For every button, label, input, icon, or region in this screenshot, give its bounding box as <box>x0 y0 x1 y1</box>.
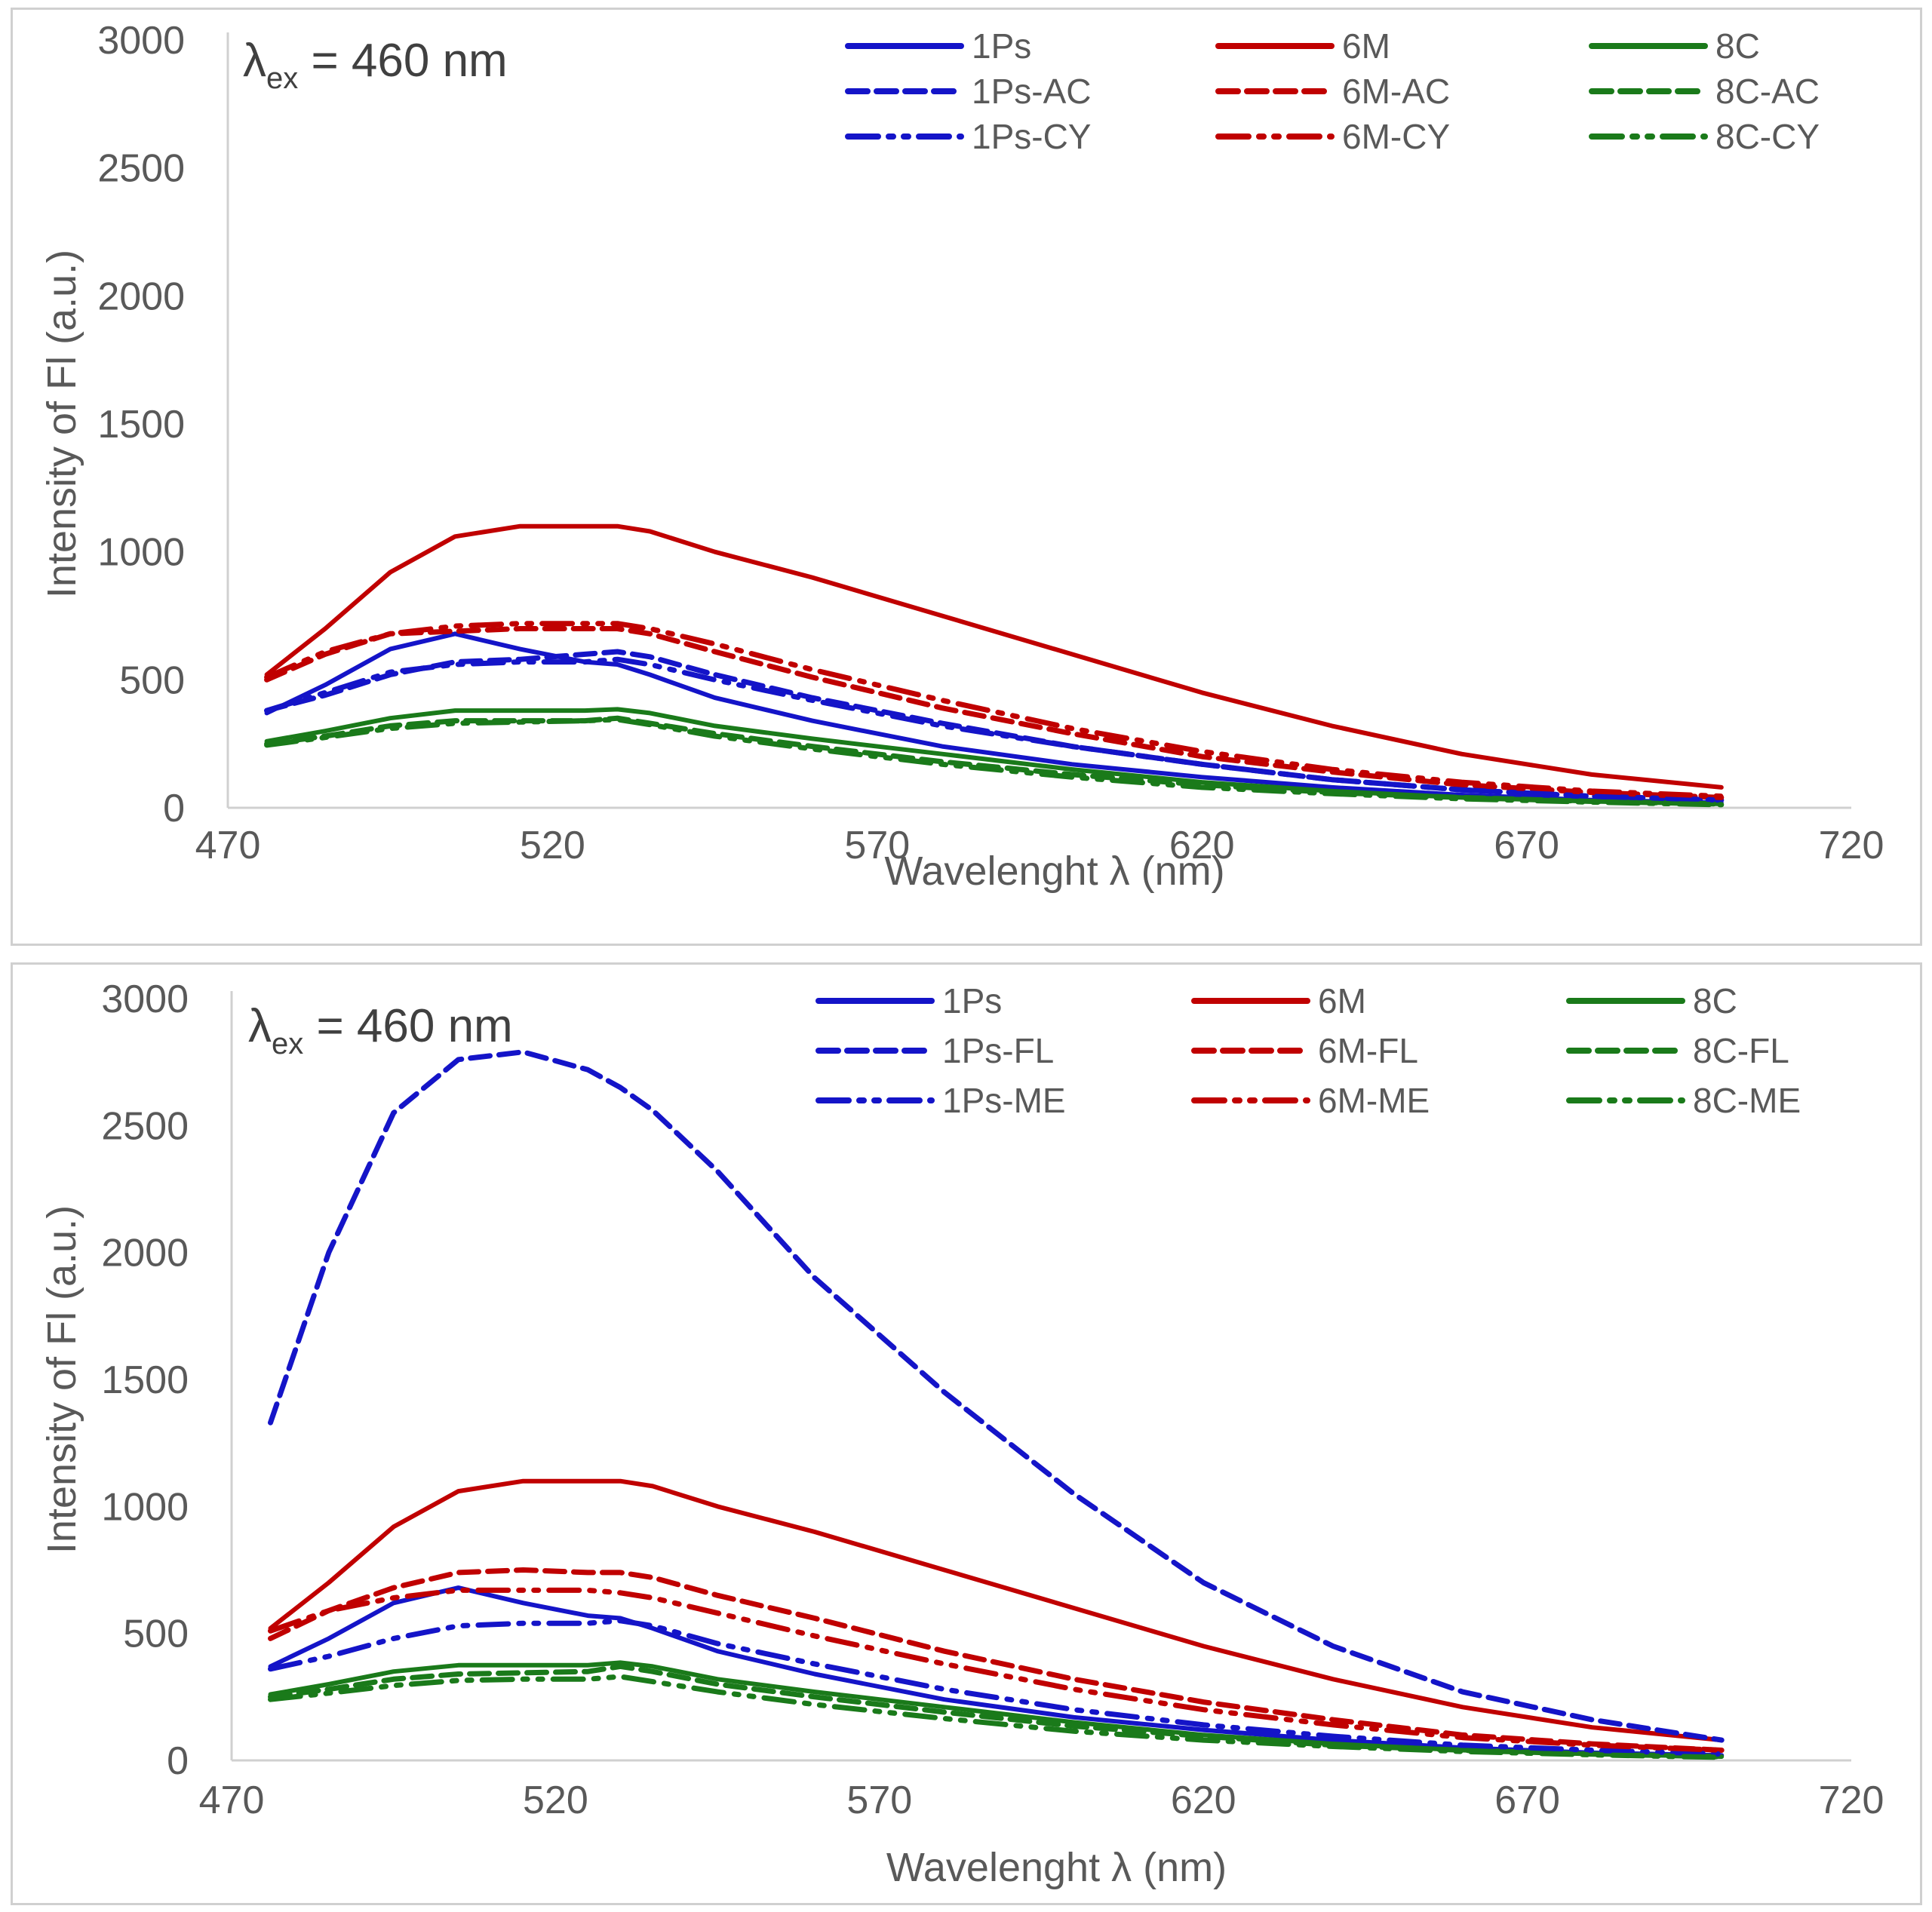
x-tick-label: 520 <box>523 1778 588 1822</box>
legend-item-1ps-cy: 1Ps-CY <box>845 117 1091 156</box>
series-line-6m <box>268 1478 1725 1743</box>
legend-label: 8C-ME <box>1693 1081 1801 1120</box>
series-line-1ps-me <box>268 1618 1725 1757</box>
x-tick-label: 670 <box>1494 824 1559 867</box>
y-tick-label: 1500 <box>101 1358 189 1402</box>
x-axis-title: Wavelenght λ (nm) <box>886 1845 1227 1890</box>
chart-bottom-svg: 0 500 1000 1500 2000 2500 3000 470 520 570 620 670 7… <box>39 977 1884 1890</box>
legend-label: 8C-CY <box>1715 117 1820 156</box>
x-tick-label: 620 <box>1169 824 1235 867</box>
y-tick-label: 2500 <box>97 147 185 191</box>
legend-item-6m-cy: 6M-CY <box>1215 117 1450 156</box>
y-tick-label: 2000 <box>101 1232 189 1275</box>
legend-label: 8C-AC <box>1715 72 1820 111</box>
y-tick-label: 500 <box>123 1613 189 1656</box>
legend-item-6m-ac: 6M-AC <box>1215 72 1450 111</box>
legend-item-6m: 6M <box>1191 981 1366 1020</box>
legend-item-8c: 8C <box>1589 26 1760 66</box>
legend-label: 6M-ME <box>1318 1081 1430 1120</box>
legend-item-8c-ac: 8C-AC <box>1589 72 1820 111</box>
legend-item-1ps: 1Ps <box>815 981 1002 1020</box>
legend-label: 8C <box>1693 981 1737 1020</box>
y-tick-label: 3000 <box>97 19 185 63</box>
legend-label: 1Ps-AC <box>972 72 1091 111</box>
x-tick-label: 570 <box>846 1778 912 1822</box>
excitation-annotation: λex = 460 nm <box>248 1000 513 1060</box>
y-tick-label: 1000 <box>101 1485 189 1529</box>
series-line-8c-fl <box>268 1663 1725 1760</box>
legend-item-8c-fl: 8C-FL <box>1566 1031 1789 1070</box>
chart-panel-top: 0 500 1000 1500 2000 2500 3000 470 520 570 620 670 7… <box>11 8 1922 946</box>
x-tick-label: 720 <box>1819 1778 1884 1822</box>
y-tick-label: 3000 <box>101 977 189 1021</box>
legend-label: 6M-AC <box>1342 72 1450 111</box>
legend-item-6m-me: 6M-ME <box>1191 1081 1430 1120</box>
x-tick-label: 520 <box>520 824 585 867</box>
y-axis-title: Intensity of Fl (a.u.) <box>39 250 84 598</box>
y-tick-label: 0 <box>167 1739 189 1783</box>
series-line-6m <box>264 523 1724 790</box>
series-line-1ps-cy <box>264 656 1725 803</box>
series-line-8c <box>264 707 1724 806</box>
legend-item-6m-fl: 6M-FL <box>1191 1031 1418 1070</box>
series-line-6m-ac <box>264 626 1725 800</box>
x-tick-label: 670 <box>1494 1778 1560 1822</box>
x-axis-title: Wavelenght λ (nm) <box>884 849 1224 894</box>
series-line-6m-me <box>268 1587 1725 1753</box>
series-line-6m-fl <box>268 1567 1725 1753</box>
legend-label: 8C-FL <box>1693 1031 1789 1070</box>
y-tick-label: 1000 <box>97 531 185 575</box>
y-axis-title: Intensity of Fl (a.u.) <box>39 1205 84 1554</box>
legend-item-1ps-me: 1Ps-ME <box>815 1081 1066 1120</box>
legend-label: 6M-CY <box>1342 117 1450 156</box>
legend-item-1ps-fl: 1Ps-FL <box>815 1031 1054 1070</box>
x-tick-label: 570 <box>844 824 910 867</box>
y-tick-label: 2000 <box>97 275 185 318</box>
series-line-8c <box>268 1660 1725 1759</box>
legend-label: 8C <box>1715 26 1760 66</box>
x-tick-label: 470 <box>195 824 261 867</box>
y-tick-label: 2500 <box>101 1104 189 1148</box>
series-line-6m-cy <box>264 621 1725 799</box>
legend-label: 1Ps-CY <box>972 117 1091 156</box>
legend-label: 6M-FL <box>1318 1031 1418 1070</box>
chart-top-svg: 0 500 1000 1500 2000 2500 3000 470 520 570 620 670 7… <box>39 19 1884 894</box>
series-line-8c-me <box>268 1674 1725 1760</box>
series-line-1ps-fl <box>268 1049 1725 1743</box>
legend-label: 1Ps <box>942 981 1002 1020</box>
series-line-1ps <box>264 631 1724 806</box>
legend-item-1ps: 1Ps <box>845 26 1031 66</box>
series-line-8c-cy <box>264 717 1725 808</box>
legend-label: 6M <box>1342 26 1390 66</box>
legend-item-8c-me: 8C-ME <box>1566 1081 1801 1120</box>
y-tick-label: 500 <box>119 658 185 702</box>
y-tick-label: 1500 <box>97 403 185 447</box>
series-line-1ps-ac <box>264 649 1725 803</box>
legend-item-6m: 6M <box>1215 26 1390 66</box>
excitation-annotation: λex = 460 nm <box>243 35 508 95</box>
x-tick-label: 720 <box>1819 824 1884 867</box>
chart-panel-bottom: 0 500 1000 1500 2000 2500 3000 470 520 570 620 670 7… <box>11 962 1922 1905</box>
legend-label: 6M <box>1318 981 1366 1020</box>
legend-item-8c: 8C <box>1566 981 1737 1020</box>
x-tick-label: 620 <box>1171 1778 1236 1822</box>
legend-item-1ps-ac: 1Ps-AC <box>845 72 1091 111</box>
legend-item-8c-cy: 8C-CY <box>1589 117 1820 156</box>
legend-label: 1Ps-FL <box>942 1031 1054 1070</box>
legend-label: 1Ps <box>972 26 1031 66</box>
y-tick-label: 0 <box>163 787 185 830</box>
legend-label: 1Ps-ME <box>942 1081 1066 1120</box>
x-tick-label: 470 <box>199 1778 265 1822</box>
